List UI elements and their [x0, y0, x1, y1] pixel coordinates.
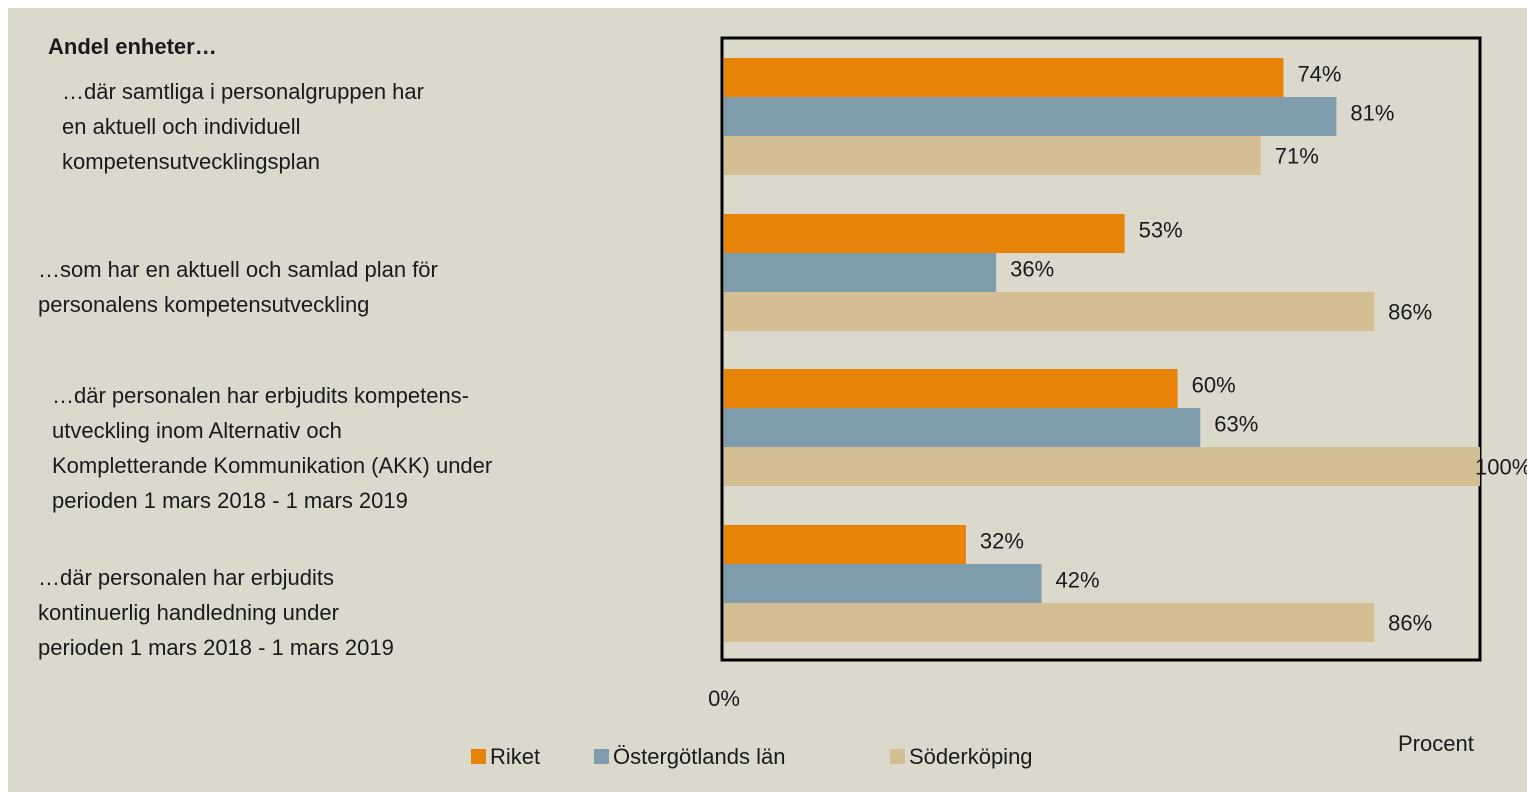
data-label: 32%: [980, 528, 1024, 553]
bar: [724, 369, 1178, 408]
bar: [724, 214, 1125, 253]
bar: [724, 292, 1375, 331]
x-axis-label: Procent: [1398, 731, 1474, 756]
legend-swatch: [471, 749, 486, 764]
data-label: 36%: [1010, 256, 1054, 281]
data-label: 63%: [1214, 411, 1258, 436]
category-label: …där personalen har erbjudits kontinuerl…: [38, 565, 394, 660]
bar: [724, 136, 1261, 175]
category-label: …där personalen har erbjudits kompetens-…: [52, 383, 493, 513]
data-label: 60%: [1192, 372, 1236, 397]
data-label: 42%: [1056, 567, 1100, 592]
legend-swatch: [890, 749, 905, 764]
legend-label: Riket: [490, 744, 540, 769]
x-tick-label: 0%: [708, 686, 740, 711]
legend-label: Söderköping: [909, 744, 1033, 769]
data-label: 86%: [1388, 610, 1432, 635]
bar: [724, 447, 1480, 486]
bar: [724, 564, 1042, 603]
data-label: 86%: [1388, 299, 1432, 324]
bar: [724, 603, 1375, 642]
category-label: …där samtliga i personalgruppen har en a…: [62, 79, 424, 174]
bar: [724, 525, 966, 564]
legend-label: Östergötlands län: [613, 744, 785, 769]
legend-swatch: [594, 749, 609, 764]
data-label: 81%: [1350, 100, 1394, 125]
plot-frame: [720, 36, 1482, 662]
chart-title: Andel enheter…: [48, 34, 217, 59]
data-label: 53%: [1139, 217, 1183, 242]
data-label: 100%: [1475, 454, 1527, 479]
bar: [724, 58, 1284, 97]
bar: [724, 408, 1201, 447]
bar: [724, 253, 997, 292]
data-label: 71%: [1275, 143, 1319, 168]
bar: [724, 97, 1337, 136]
data-label: 74%: [1297, 61, 1341, 86]
category-label: …som har en aktuell och samlad plan för …: [38, 257, 438, 317]
